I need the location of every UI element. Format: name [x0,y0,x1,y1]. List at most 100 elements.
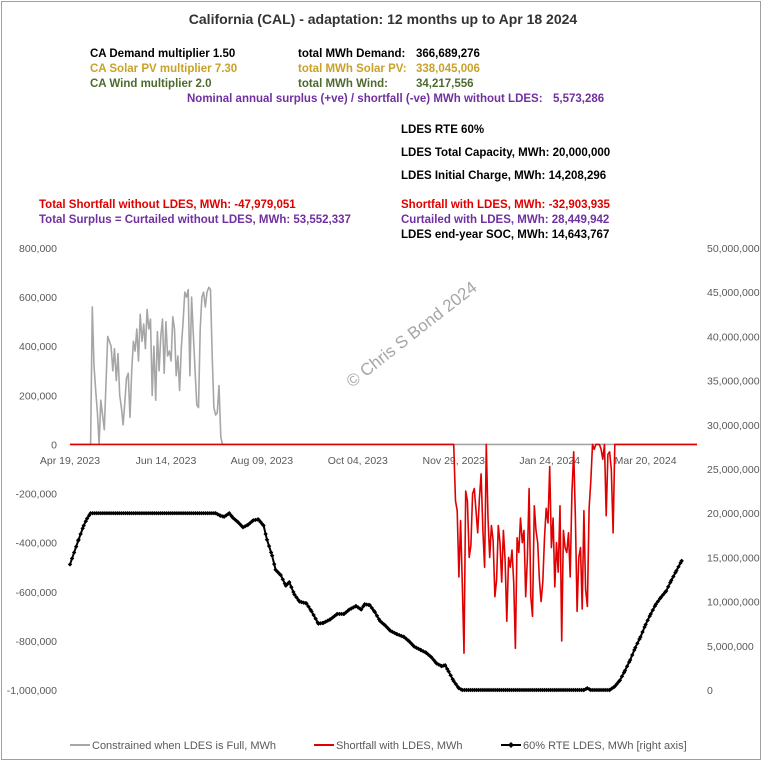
ldes-marker [289,584,294,590]
ldes-marker [71,550,77,555]
y-left-tick-label: 800,000 [19,243,57,255]
y-right-tick-label: 45,000,000 [707,287,760,299]
ldes-marker [232,517,238,522]
ldes-marker [669,578,674,583]
ldes-marker [78,531,83,537]
ldes-marker [299,599,304,605]
ldes-marker [309,609,314,614]
ldes-marker [621,670,627,675]
ldes-marker [73,544,79,549]
ldes-marker [663,588,669,594]
ldes-marker [424,650,429,656]
ldes-marker [671,574,676,579]
ldes-marker [429,655,434,660]
solar-total-value: 338,045,006 [416,63,480,75]
ldes-marker [371,608,377,613]
wind-multiplier: CA Wind multiplier 2.0 [90,78,212,90]
ldes-marker [653,602,659,607]
legend: Constrained when LDES is Full, MWh Shortf… [70,740,687,752]
y-left-tick-label: 600,000 [19,292,57,304]
watermark: © Chris S Bond 2024 [343,278,481,391]
ldes-marker [388,628,393,633]
ldes-marker [253,517,258,523]
ldes-marker [414,645,419,650]
ldes-marker [655,599,661,604]
ldes-marker [260,522,265,527]
ldes-marker [650,607,656,613]
ldes-marker [296,597,301,603]
ldes-marker [316,621,321,626]
ldes-marker [614,681,620,687]
y-left-tick-label: -800,000 [16,636,58,648]
ldes-marker [622,668,628,673]
ldes-marker [86,513,92,518]
ldes-marker [645,618,650,623]
ldes-marker [643,622,648,627]
ldes-marker [347,607,352,612]
ldes-marker [377,618,383,624]
solar-total-label: total MWh Solar PV: [298,63,407,75]
ldes-end-year-soc: LDES end-year SOC, MWh: 14,643,767 [401,229,609,241]
ldes-marker [624,664,630,669]
ldes-marker [83,519,88,524]
y-left-tick-label: 400,000 [19,341,57,353]
y-left-tick-label: 0 [51,439,57,451]
ldes-marker [269,553,275,558]
demand-total-value: 366,689,276 [416,48,480,60]
ldes-marker [369,605,375,611]
ldes-marker [266,543,272,549]
y-right-tick-label: 5,000,000 [707,641,754,653]
ldes-marker [436,662,441,667]
ldes-marker [227,511,232,516]
ldes-marker [278,572,283,578]
solar-multiplier: CA Solar PV multiplier 7.30 [90,63,237,75]
ldes-marker [666,584,671,589]
ldes-marker [446,669,451,674]
curtailed-with-ldes: Curtailed with LDES, MWh: 28,449,942 [401,214,609,226]
x-tick-label: Aug 09, 2023 [231,455,294,467]
x-tick-label: Mar 20, 2024 [615,455,677,467]
ldes-marker [678,560,683,566]
ldes-initial-charge: LDES Initial Charge, MWh: 14,208,296 [401,170,606,182]
wind-total-value: 34,217,556 [416,78,474,90]
ldes-marker [351,605,356,610]
total-surplus-without-ldes: Total Surplus = Curtailed without LDES, … [39,214,351,226]
ldes-marker [652,603,658,609]
ldes-marker [306,604,311,609]
ldes-marker [69,556,75,561]
ldes-marker [213,511,218,516]
ldes-marker [453,681,458,687]
x-tick-label: Jan 24, 2024 [519,455,580,467]
ldes-marker [359,607,364,612]
demand-total-label: total MWh Demand: [298,48,405,60]
ldes-marker [248,520,253,526]
ldes-marker [585,686,590,691]
ldes-marker [292,592,297,597]
ldes-marker [355,605,361,610]
ldes-marker [379,620,385,626]
ldes-marker [304,601,309,606]
y-left-tick-label: -1,000,000 [7,685,57,697]
total-shortfall-without-ldes: Total Shortfall without LDES, MWh: -47,9… [39,199,296,211]
ldes-marker [362,602,367,607]
ldes-marker [328,617,333,622]
ldes-marker [431,657,436,662]
legend-marker-icon [508,742,514,748]
ldes-marker [439,663,444,669]
legend-label: 60% RTE LDES, MWh [right axis] [523,740,687,752]
ldes-marker [456,686,462,691]
ldes-marker [81,523,86,528]
ldes-marker [679,558,684,564]
ldes-marker [416,646,421,652]
ldes-marker [367,602,372,608]
y-right-tick-label: 35,000,000 [707,376,760,388]
ldes-marker [676,564,681,569]
ldes-marker [674,568,679,573]
ldes-marker [341,611,347,617]
series-line-3 [69,512,684,691]
ldes-marker [418,648,424,653]
x-tick-label: Oct 04, 2023 [328,455,388,467]
y-right-tick-label: 20,000,000 [707,508,760,520]
ldes-total-capacity: LDES Total Capacity, MWh: 20,000,000 [401,147,610,159]
